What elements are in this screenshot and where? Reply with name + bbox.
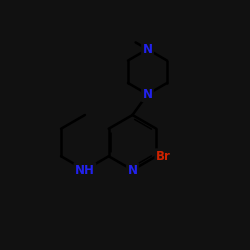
Text: NH: NH (75, 164, 95, 176)
Text: N: N (142, 88, 152, 101)
Text: N: N (142, 43, 152, 56)
Text: N: N (128, 164, 138, 176)
Text: Br: Br (156, 150, 171, 163)
